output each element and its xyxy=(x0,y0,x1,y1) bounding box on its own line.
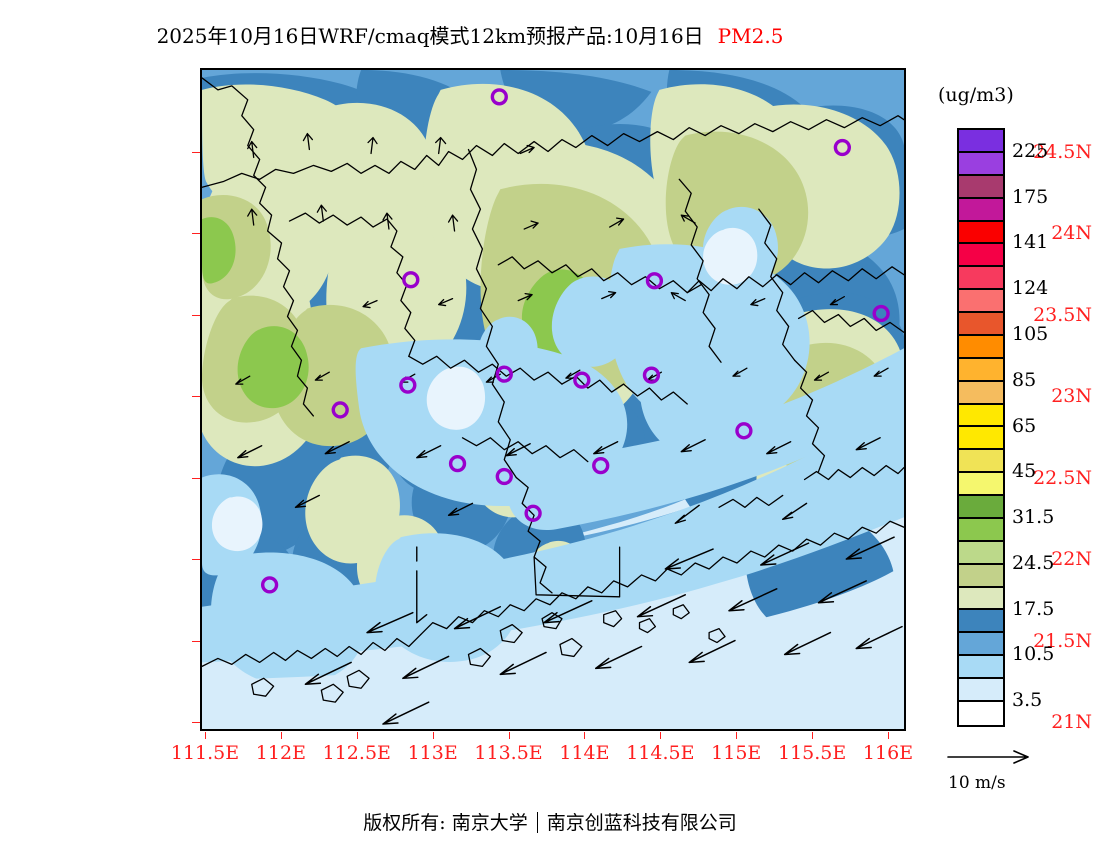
colorbar-unit-label: (ug/m3) xyxy=(938,84,1014,106)
y-axis-tick-label: 23.5N xyxy=(1033,303,1092,326)
colorbar-tick-label: 225 xyxy=(1012,139,1049,162)
colorbar-tick-label: 31.5 xyxy=(1012,506,1055,529)
x-axis-tick-label: 114E xyxy=(559,742,610,764)
x-axis-tick xyxy=(508,732,510,739)
x-axis-tick-label: 115E xyxy=(711,742,762,764)
y-axis-tick-label: 23N xyxy=(1051,385,1092,408)
x-axis-tick xyxy=(584,732,586,739)
colorbar-band xyxy=(959,450,1003,474)
colorbar-band xyxy=(959,541,1003,565)
colorbar-band xyxy=(959,610,1003,634)
y-axis-tick xyxy=(192,152,200,153)
x-axis-tick-label: 114.5E xyxy=(626,742,695,764)
wind-arrow-icon xyxy=(947,750,1029,764)
y-axis-tick-label: 21N xyxy=(1051,711,1092,733)
y-axis-tick xyxy=(192,396,200,398)
colorbar-tick-label: 85 xyxy=(1012,368,1037,391)
colorbar-band xyxy=(959,290,1003,313)
x-axis-tick-label: 112E xyxy=(255,742,306,764)
colorbar-band xyxy=(959,473,1003,496)
colorbar-band xyxy=(959,656,1003,679)
y-axis-tick-label: 22.5N xyxy=(1033,466,1092,489)
colorbar-band xyxy=(959,335,1003,359)
colorbar-tick-label: 124 xyxy=(1012,277,1049,300)
x-axis-tick xyxy=(660,732,662,739)
x-axis-tick-label: 116E xyxy=(862,742,914,764)
colorbar-tick-label: 10.5 xyxy=(1012,643,1055,666)
x-axis-tick-label: 113E xyxy=(407,742,458,764)
x-axis-tick xyxy=(356,732,358,739)
colorbar-band xyxy=(959,358,1003,382)
x-axis-tick xyxy=(736,732,738,739)
title-text: 2025年10月16日WRF/cmaq模式12km预报产品:10月16日 xyxy=(156,24,704,48)
y-axis-tick-label: 21.5N xyxy=(1033,629,1092,652)
map-plot-area[interactable] xyxy=(200,68,906,731)
colorbar-band xyxy=(959,381,1003,405)
y-axis-tick xyxy=(192,722,200,723)
colorbar-band xyxy=(959,244,1003,268)
y-axis-tick xyxy=(192,477,200,479)
colorbar-band xyxy=(959,313,1003,336)
colorbar-band xyxy=(959,701,1003,725)
y-axis-tick xyxy=(192,640,200,642)
colorbar-band xyxy=(959,221,1003,245)
colorbar-band xyxy=(959,267,1003,291)
y-axis-tick xyxy=(192,233,200,235)
colorbar-band xyxy=(959,130,1003,153)
copyright-footer: 版权所有: 南京大学 南京创蓝科技有限公司 xyxy=(0,808,1100,835)
x-axis-tick-label: 112.5E xyxy=(322,742,391,764)
copyright-owner: 版权所有: 南京大学 xyxy=(363,812,528,834)
footer-divider xyxy=(536,812,538,833)
colorbar-tick-label: 175 xyxy=(1012,185,1049,208)
colorbar-band xyxy=(959,198,1003,222)
y-axis-tick-label: 24.5N xyxy=(1033,141,1092,163)
x-axis-tick xyxy=(432,732,434,739)
x-axis-tick xyxy=(280,732,282,739)
colorbar-band xyxy=(959,518,1003,542)
colorbar-tick-label: 17.5 xyxy=(1012,597,1055,620)
wind-scale-key: 10 m/s xyxy=(942,745,1092,793)
colorbar-band xyxy=(959,564,1003,588)
colorbar-band xyxy=(959,679,1003,702)
colorbar-tick-label: 141 xyxy=(1012,231,1049,254)
x-axis-tick-label: 113.5E xyxy=(474,742,543,764)
x-axis-tick-label: 115.5E xyxy=(777,742,847,764)
colorbar-tick-label: 65 xyxy=(1012,414,1037,437)
page-title: 2025年10月16日WRF/cmaq模式12km预报产品:10月16日 PM2.… xyxy=(0,20,940,49)
wind-scale-label: 10 m/s xyxy=(948,773,1006,793)
colorbar-tick-label: 45 xyxy=(1012,460,1037,483)
colorbar-band xyxy=(959,427,1003,451)
x-axis-tick xyxy=(205,732,206,739)
colorbar-band xyxy=(959,152,1003,176)
colorbar-band xyxy=(959,404,1003,428)
forecast-contour-map xyxy=(202,70,904,729)
y-axis-tick xyxy=(192,314,200,316)
y-axis-tick xyxy=(192,559,200,561)
pollutant-label: PM2.5 xyxy=(717,24,784,48)
colorbar-tick-label: 24.5 xyxy=(1012,551,1055,574)
y-axis-tick-label: 24N xyxy=(1051,222,1092,245)
copyright-company: 南京创蓝科技有限公司 xyxy=(546,812,737,834)
colorbar-tick-label: 3.5 xyxy=(1012,689,1043,712)
colorbar-band xyxy=(959,496,1003,519)
y-axis-tick-label: 22N xyxy=(1051,548,1092,571)
colorbar-band xyxy=(959,175,1003,199)
colorbar-band xyxy=(959,633,1003,657)
x-axis-tick-label: 111.5E xyxy=(170,742,240,764)
colorbar-band xyxy=(959,587,1003,611)
x-axis-tick xyxy=(812,732,814,739)
x-axis-tick xyxy=(888,732,889,739)
colorbar[interactable] xyxy=(957,128,1005,727)
colorbar-tick-label: 105 xyxy=(1012,322,1049,345)
